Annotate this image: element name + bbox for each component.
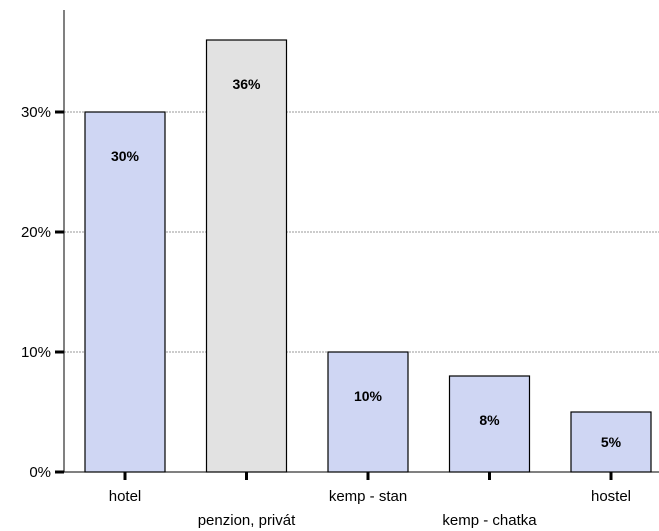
data-label-2: 10%	[354, 388, 383, 404]
data-label-0: 30%	[111, 148, 140, 164]
bar-4	[570, 411, 652, 473]
labels: 0% 10% 20% 30% hotel 30% penzion, privát 36% kem…	[21, 76, 631, 529]
y-tick-label-2: 20%	[21, 224, 51, 241]
bar-0	[84, 111, 166, 473]
y-tick-label-1: 10%	[21, 344, 51, 361]
bar-2	[327, 351, 409, 473]
data-label-4: 5%	[601, 434, 622, 450]
axis-ticks	[55, 110, 613, 480]
category-label-4: hostel	[591, 488, 631, 505]
category-label-0: hotel	[109, 488, 142, 505]
data-label-3: 8%	[479, 412, 500, 428]
axes	[63, 10, 659, 473]
bars	[84, 39, 652, 473]
y-tick-label-3: 30%	[21, 104, 51, 121]
category-label-3: kemp - chatka	[442, 512, 537, 529]
y-tick-label-0: 0%	[29, 464, 51, 481]
category-label-2: kemp - stan	[329, 488, 407, 505]
category-label-1: penzion, privát	[198, 512, 296, 529]
bar-3	[448, 375, 531, 473]
bar-1	[205, 39, 288, 473]
data-label-1: 36%	[232, 76, 261, 92]
